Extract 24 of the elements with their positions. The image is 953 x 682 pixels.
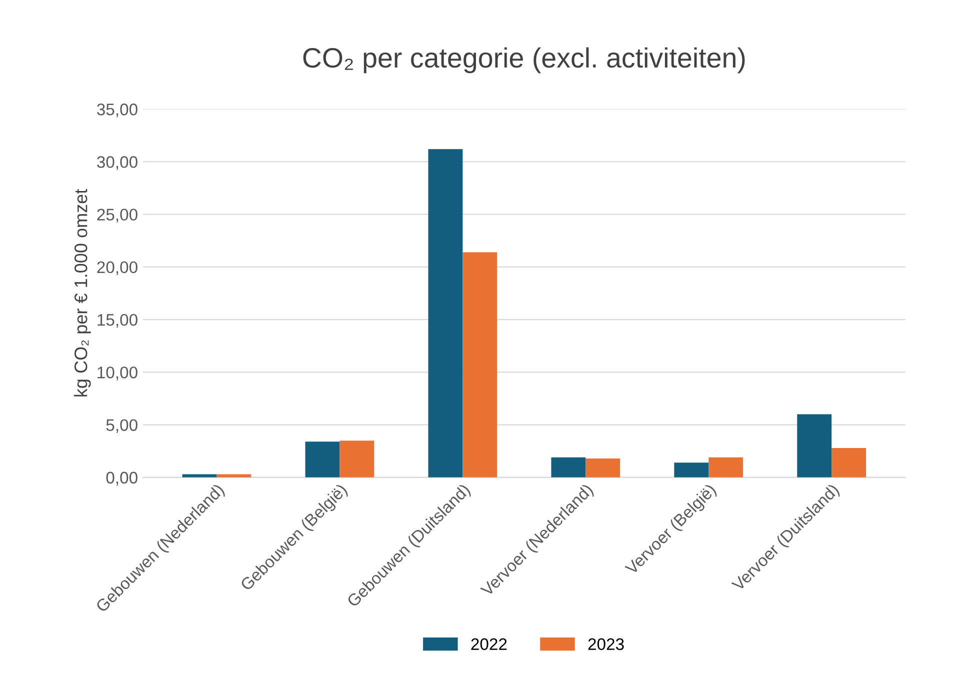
legend-label: 2023 <box>588 638 624 650</box>
y-tick-label: 20,00 <box>97 261 138 276</box>
legend-label: 2022 <box>471 638 507 650</box>
bar <box>586 458 620 478</box>
bar <box>551 457 586 478</box>
chart-title: CO₂ per categorie (excl. activiteiten) <box>303 47 745 74</box>
y-tick-label: 25,00 <box>97 208 138 223</box>
bar <box>462 252 498 478</box>
y-tick-label: 35,00 <box>97 104 138 118</box>
bar <box>340 440 374 478</box>
y-tick-label: 15,00 <box>98 314 138 328</box>
bar <box>708 457 744 478</box>
bar <box>305 442 340 478</box>
y-tick-label: 5,00 <box>106 419 138 433</box>
y-tick-label: 0,00 <box>106 472 138 486</box>
bar <box>832 448 866 478</box>
bar <box>428 149 463 478</box>
bar <box>182 474 217 478</box>
bar <box>216 474 252 478</box>
y-axis-title: kg CO₂ per € 1.000 omzet <box>74 189 91 396</box>
bar <box>674 462 709 478</box>
y-tick-label: 10,00 <box>98 366 138 380</box>
y-tick-label: 30,00 <box>97 156 138 170</box>
bar <box>797 414 832 478</box>
